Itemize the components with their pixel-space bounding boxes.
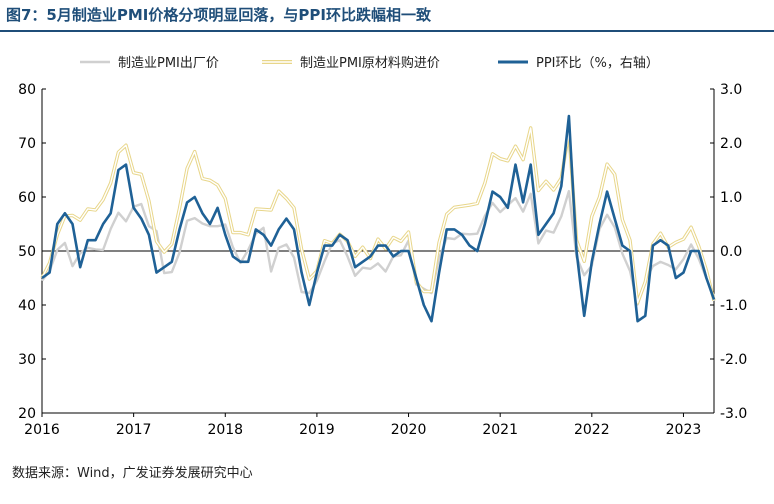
chart-title: 图7：5月制造业PMI价格分项明显回落，与PPI环比跌幅相一致 <box>6 6 431 24</box>
left-tick-label: 60 <box>18 190 36 206</box>
left-tick-label: 20 <box>18 406 36 422</box>
x-tick-label: 2019 <box>299 422 335 438</box>
x-tick-label: 2020 <box>391 422 427 438</box>
input-price-line-group <box>40 126 716 305</box>
x-tick-label: 2016 <box>24 422 60 438</box>
input-price-line <box>41 127 715 304</box>
right-tick-label: -2.0 <box>720 352 747 368</box>
right-tick-label: 1.0 <box>720 190 742 206</box>
legend-label: PPI环比（%，右轴） <box>536 56 659 71</box>
plot-area <box>40 114 716 323</box>
left-tick-label: 80 <box>18 82 36 98</box>
right-tick-label: 0.0 <box>720 244 742 260</box>
left-tick-label: 30 <box>18 352 36 368</box>
legend-label: 制造业PMI出厂价 <box>118 56 219 71</box>
legend-label: 制造业PMI原材料购进价 <box>300 55 440 71</box>
left-tick-label: 70 <box>18 136 36 152</box>
source-note: 数据来源：Wind，广发证券发展研究中心 <box>12 466 253 481</box>
x-tick-label: 2017 <box>116 422 152 438</box>
right-tick-label: -1.0 <box>720 298 747 314</box>
ppi-mom-line-group <box>41 114 716 323</box>
left-tick-label: 50 <box>18 244 36 260</box>
x-tick-label: 2023 <box>666 422 702 438</box>
legend-item: 制造业PMI原材料购进价 <box>262 55 440 71</box>
right-tick-label: 2.0 <box>720 136 742 152</box>
x-tick-label: 2022 <box>574 422 610 438</box>
axes: 20 30 40 50 60 70 80 -3.0 -2.0 -1.0 0.0 1.0 2.0 3.0 20… <box>18 82 747 438</box>
title-divider <box>0 30 774 32</box>
legend: 制造业PMI出厂价 制造业PMI原材料购进价 PPI环比（%，右轴） <box>80 55 659 71</box>
x-tick-label: 2018 <box>207 422 243 438</box>
right-tick-label: -3.0 <box>720 406 747 422</box>
right-tick-label: 3.0 <box>720 82 742 98</box>
legend-item: PPI环比（%，右轴） <box>498 56 659 71</box>
legend-item: 制造业PMI出厂价 <box>80 56 219 71</box>
x-tick-label: 2021 <box>482 422 518 438</box>
left-tick-label: 40 <box>18 298 36 314</box>
ppi-mom-line <box>41 114 716 323</box>
